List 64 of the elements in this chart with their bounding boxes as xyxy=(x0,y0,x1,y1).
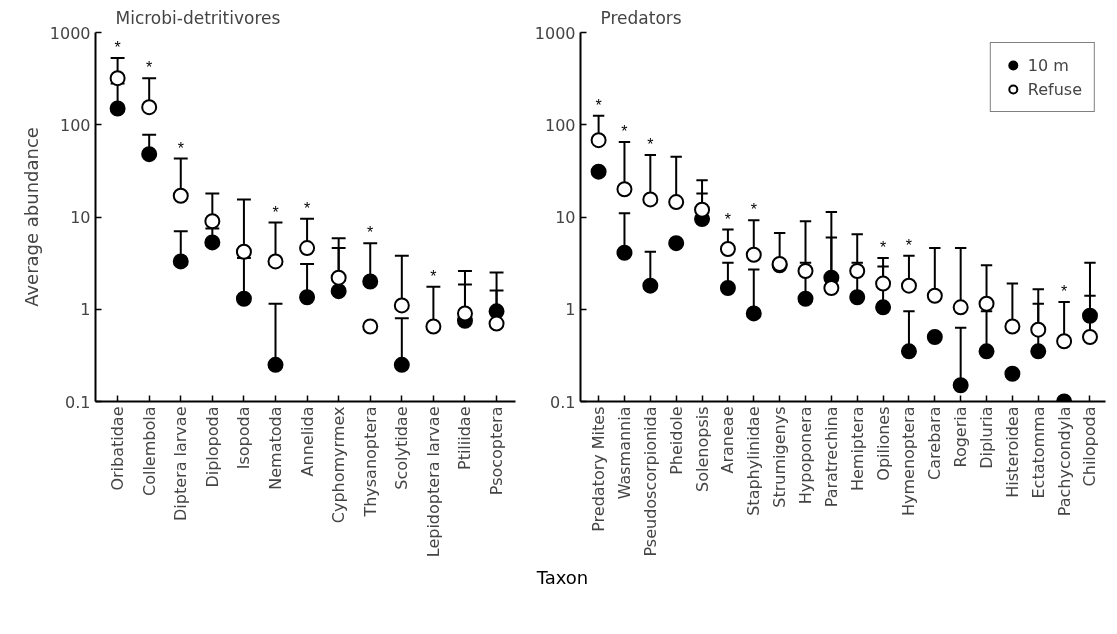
y-tick-label: 1000 xyxy=(534,23,576,43)
legend-label: Refuse xyxy=(1027,79,1082,99)
x-tick-label: Histeroidea xyxy=(1002,406,1022,498)
x-tick-label: Chilopoda xyxy=(1080,406,1100,487)
x-tick-label: Solenopsis xyxy=(692,406,712,492)
chart-title: Microbi-detritivores xyxy=(115,7,281,28)
x-tick-label: Staphylinidae xyxy=(744,406,764,516)
y-tick-label: 100 xyxy=(59,115,91,135)
annotation: * xyxy=(724,210,732,228)
annotation: * xyxy=(114,38,121,56)
annotation: * xyxy=(905,236,913,254)
x-tick-label: Nematoda xyxy=(266,406,285,490)
annotation: * xyxy=(1061,282,1068,300)
x-tick-label: Thysanoptera xyxy=(360,406,380,518)
x-tick-label: Wasmannia xyxy=(614,406,634,500)
x-tick-label: Araneae xyxy=(718,406,738,474)
x-tick-label: Diplopoda xyxy=(202,406,222,488)
annotation: * xyxy=(272,203,279,221)
x-tick-label: Paratrechina xyxy=(821,406,841,508)
x-tick-label: Dipluria xyxy=(977,406,997,469)
y-tick-label: 1000 xyxy=(49,23,91,43)
x-tick-label: Collembola xyxy=(139,406,159,496)
annotation: * xyxy=(879,238,887,256)
annotation: * xyxy=(177,139,184,157)
x-tick-label: Pseudoscorpionida xyxy=(640,406,660,557)
x-tick-label: Lepidoptera larvae xyxy=(423,406,443,558)
y-tick-label: 10 xyxy=(555,208,576,227)
x-tick-label: Predatory Mites xyxy=(589,406,609,532)
x-tick-label: Pachycondyla xyxy=(1054,406,1074,517)
x-tick-label: Ectatomma xyxy=(1028,406,1048,499)
x-axis-title: Taxon xyxy=(536,566,589,590)
y-tick-label: 0.1 xyxy=(550,392,576,412)
annotation: * xyxy=(303,199,311,217)
x-tick-label: Hymenoptera xyxy=(899,406,919,517)
annotation: * xyxy=(367,224,374,242)
x-tick-label: Psocoptera xyxy=(487,406,507,496)
x-tick-label: Rogeria xyxy=(951,406,971,468)
x-tick-label: Ptiliidae xyxy=(455,406,475,471)
x-tick-label: Oribatidae xyxy=(108,406,128,491)
x-tick-label: Strumigenys xyxy=(770,406,790,508)
x-tick-label: Diptera larvae xyxy=(171,406,191,521)
annotation: * xyxy=(595,96,602,114)
y-tick-label: 10 xyxy=(70,208,91,227)
x-tick-label: Hypoponera xyxy=(796,406,815,505)
x-tick-label: Scolytidae xyxy=(392,406,412,490)
x-tick-label: Pheidole xyxy=(666,406,686,475)
annotation: * xyxy=(430,267,437,285)
x-tick-label: Carebara xyxy=(925,406,945,480)
y-axis-title: Average abundance xyxy=(20,127,42,307)
x-tick-label: Annelida xyxy=(297,406,317,477)
y-tick-label: 100 xyxy=(544,115,576,135)
legend-label: 10 m xyxy=(1027,55,1069,75)
annotation: * xyxy=(750,201,757,219)
annotation: * xyxy=(647,136,654,153)
x-tick-label: Opiliones xyxy=(873,406,893,481)
annotation: * xyxy=(621,123,628,141)
x-tick-label: Isopoda xyxy=(234,406,254,470)
chart-title: Predators xyxy=(600,7,682,28)
x-tick-label: Hemiptera xyxy=(847,406,867,492)
y-tick-label: 0.1 xyxy=(65,392,91,412)
x-tick-label: Cyphomyrmex xyxy=(329,406,349,524)
y-tick-label: 1 xyxy=(80,300,91,320)
y-tick-label: 1 xyxy=(565,300,576,320)
annotation: * xyxy=(146,59,153,77)
